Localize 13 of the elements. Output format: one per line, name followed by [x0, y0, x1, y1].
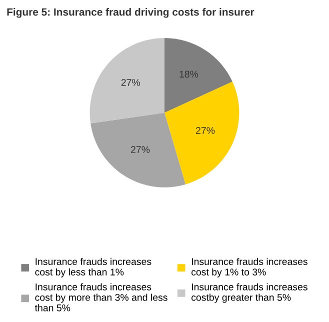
pie-slice: [164, 38, 232, 113]
legend-label: Insurance frauds increases costby greater than 5%: [191, 283, 308, 303]
legend-label: Insurance frauds increases cost by more than 3% and less than 5%: [34, 283, 168, 312]
legend-label: Insurance frauds increases cost by 1% to 3%: [191, 258, 308, 278]
data-label: 18%: [180, 70, 198, 78]
pie-slice: [90, 38, 164, 124]
pie-slice: [90, 112, 186, 188]
data-label: 27%: [121, 79, 140, 86]
chart-title: Figure 5: Insurance fraud driving costs for insurer: [7, 8, 254, 18]
legend-label: Insurance frauds increases cost by less than 1%: [35, 258, 152, 278]
data-label: 27%: [131, 146, 150, 153]
data-label: 27%: [196, 127, 215, 134]
pie-slice: [164, 82, 240, 184]
